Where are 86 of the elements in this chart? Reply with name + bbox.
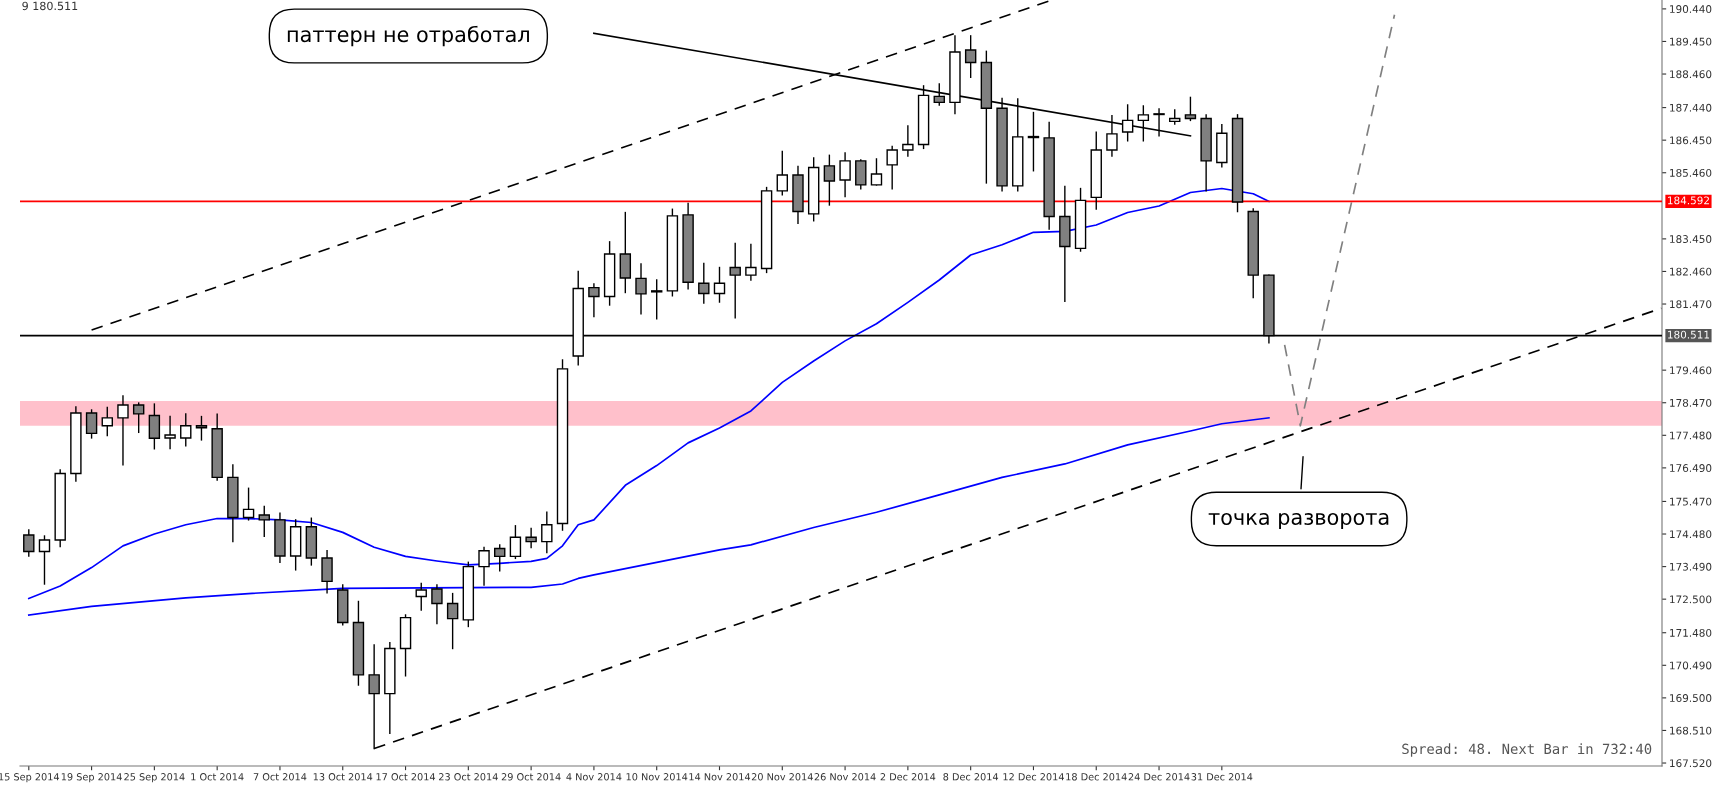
x-tick-label: 31 Dec 2014 [1191, 773, 1253, 781]
y-tick-label: 187.440 [1670, 103, 1712, 112]
candlestick [509, 525, 522, 560]
x-tick-label: 10 Nov 2014 [626, 773, 688, 781]
candlestick [132, 402, 145, 434]
y-tick-label: 172.500 [1670, 595, 1712, 604]
annotation: паттерн не отработал [287, 25, 529, 47]
y-tick-label: 179.460 [1670, 366, 1712, 375]
x-tick-label: 7 Oct 2014 [253, 773, 307, 781]
candlestick [321, 550, 333, 594]
annotation: Spread: 48. Next Bar in 732:40 [1402, 743, 1652, 757]
y-tick-label: 181.470 [1670, 300, 1712, 309]
candlestick [478, 546, 490, 586]
annotation: 9 180.511 [22, 1, 78, 11]
x-tick-label: 23 Oct 2014 [438, 773, 498, 781]
x-tick-label: 14 Nov 2014 [689, 773, 751, 781]
candlestick [148, 403, 161, 450]
y-tick-label: 188.460 [1670, 70, 1712, 79]
x-tick-label: 24 Dec 2014 [1128, 773, 1190, 781]
y-tick-label: 178.470 [1670, 398, 1712, 407]
line-series [27, 417, 1270, 616]
y-tick-label: 167.520 [1670, 759, 1712, 768]
y-tick-label: 183.450 [1670, 235, 1712, 243]
y-tick-label: 177.480 [1670, 431, 1712, 440]
y-tick-label: 168.510 [1670, 726, 1712, 735]
annotation: точка разворота [1208, 513, 1389, 530]
x-tick-label: 29 Oct 2014 [501, 773, 561, 781]
x-tick-label: 19 Sep 2014 [61, 773, 122, 783]
y-tick-label: 189.450 [1670, 37, 1712, 46]
y-tick-label: 173.490 [1670, 562, 1712, 571]
candlestick [38, 535, 51, 585]
candlestick [713, 266, 726, 303]
candlestick [933, 83, 945, 106]
candlestick [541, 511, 553, 554]
y-tick-label: 190.440 [1670, 5, 1712, 13]
candlestick [494, 544, 506, 572]
x-tick-label: 13 Oct 2014 [313, 773, 373, 781]
candlestick [446, 592, 459, 650]
candlestick [1184, 96, 1197, 122]
candlestick [635, 263, 647, 315]
y-tick-label: 170.490 [1670, 661, 1712, 670]
x-tick-label: 1 Oct 2014 [191, 773, 244, 781]
x-tick-label: 12 Dec 2014 [1003, 773, 1064, 781]
candlestick [650, 279, 663, 320]
x-tick-label: 4 Nov 2014 [566, 773, 622, 781]
candlestick [698, 262, 710, 304]
candlestick [431, 584, 443, 625]
x-tick-label: 20 Nov 2014 [751, 773, 813, 781]
candlestick [870, 158, 883, 186]
candlestick [745, 243, 757, 281]
ref-line-label: 184.592 [1668, 196, 1709, 205]
y-tick-label: 176.490 [1670, 464, 1712, 472]
ref-line-label: 180.511 [1668, 330, 1710, 339]
candlestick [180, 413, 192, 447]
candlestick [776, 150, 789, 196]
x-tick-label: 2 Dec 2014 [880, 773, 936, 781]
y-tick-label: 185.460 [1670, 168, 1712, 177]
x-tick-label: 8 Dec 2014 [943, 773, 999, 781]
line-series [27, 187, 1270, 600]
candlestick [839, 152, 851, 198]
candlestick [101, 406, 113, 437]
y-tick-label: 186.450 [1670, 136, 1712, 145]
x-tick-label: 25 Sep 2014 [124, 773, 185, 783]
candlestick [258, 505, 270, 538]
candlestick [886, 145, 898, 190]
y-tick-label: 174.480 [1670, 530, 1712, 539]
y-tick-label: 169.500 [1670, 694, 1712, 702]
candlestick [242, 487, 255, 521]
y-tick-label: 175.470 [1670, 497, 1712, 506]
candlestick [729, 242, 741, 319]
candlestick [902, 125, 914, 157]
candlestick [117, 395, 129, 466]
candlestick [164, 415, 176, 450]
x-tick-label: 17 Oct 2014 [376, 773, 436, 781]
candlestick [415, 582, 427, 611]
y-tick-label: 182.460 [1670, 267, 1712, 276]
x-tick-label: 26 Nov 2014 [814, 773, 876, 781]
candlestick [964, 35, 977, 79]
candlestick [85, 409, 98, 439]
candlestick [588, 283, 600, 318]
x-tick-label: 15 Sep 2014 [0, 773, 60, 783]
y-tick-label: 171.480 [1670, 628, 1712, 637]
candlestick [23, 529, 35, 557]
x-tick-label: 18 Dec 2014 [1066, 773, 1127, 781]
candlestick [823, 154, 836, 206]
candlestick [525, 527, 537, 549]
